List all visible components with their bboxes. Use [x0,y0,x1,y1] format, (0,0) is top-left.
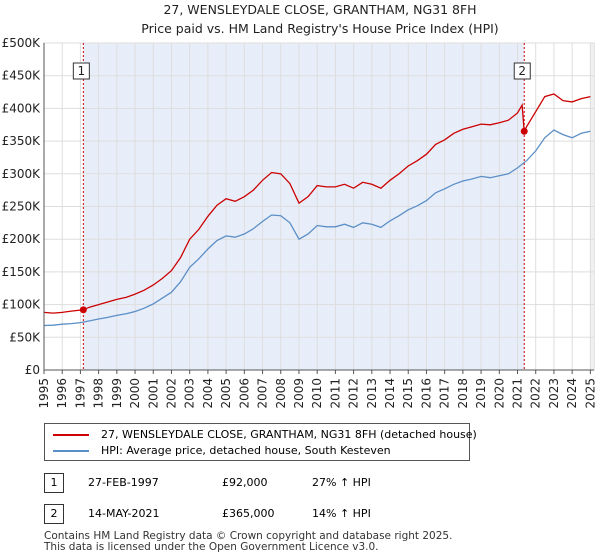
x-tick-label: 2013 [365,378,379,409]
x-tick-label: 2010 [310,378,324,409]
x-tick-label: 2017 [438,378,452,409]
footer-copyright: Contains HM Land Registry data © Crown c… [44,530,453,542]
y-tick-label: £400K [2,101,42,115]
x-tick-label: 2001 [146,378,160,409]
x-tick-label: 2019 [474,378,488,409]
sale-date: 14-MAY-2021 [88,507,160,520]
x-tick-label: 1997 [73,378,87,409]
x-tick-label: 1998 [92,378,106,409]
x-tick-label: 2002 [164,378,178,409]
x-tick-label: 2008 [274,378,288,409]
y-tick-label: £350K [2,134,42,148]
y-tick-label: £150K [2,265,42,279]
chart-subtitle: Price paid vs. HM Land Registry's House … [141,21,498,36]
footer: Contains HM Land Registry data © Crown c… [44,531,452,553]
x-tick-label: 2018 [456,378,470,409]
sale-marker-box [513,62,531,80]
chart-title: 27, WENSLEYDALE CLOSE, GRANTHAM, NG31 8F… [163,2,476,17]
x-tick-label: 2024 [565,378,579,409]
x-tick-label: 2016 [419,378,433,409]
y-tick-label: £500K [2,36,42,50]
x-tick-label: 2021 [511,378,525,409]
x-tick-label: 2015 [401,378,415,409]
sale-marker-box [72,62,90,80]
x-tick-label: 2004 [201,378,215,409]
sale-price: £365,000 [222,507,275,520]
sale-number-badge: 1 [44,473,64,493]
y-tick-label: £50K [9,330,41,344]
sale-marker-label: 1 [78,64,86,78]
y-tick-label: £250K [2,200,42,214]
x-tick-label: 2012 [347,378,361,409]
x-tick-label: 2006 [237,378,251,409]
sale-point [520,127,528,135]
legend: 27, WENSLEYDALE CLOSE, GRANTHAM, NG31 8F… [44,423,477,461]
legend-swatch-property [53,434,89,436]
x-tick-label: 2022 [529,378,543,409]
sale-hpi-change: 14% ↑ HPI [312,507,371,520]
y-tick-label: £200K [2,232,42,246]
x-tick-label: 2005 [219,378,233,409]
footer-license: This data is licensed under the Open Gov… [44,541,379,553]
x-tick-label: 2003 [183,378,197,409]
x-tick-label: 2007 [256,378,270,409]
sale-price: £92,000 [222,476,268,489]
x-tick-label: 2023 [547,378,561,409]
property-price-line [43,93,591,314]
x-tick-label: 2011 [328,378,342,409]
x-tick-label: 2014 [383,378,397,409]
x-tick-label: 2000 [128,378,142,409]
hpi-line [43,129,591,327]
sale-hpi-change: 27% ↑ HPI [312,476,371,489]
legend-label-hpi: HPI: Average price, detached house, Sout… [101,444,391,457]
sale-point [79,306,87,314]
y-tick-label: £100K [2,298,42,312]
sale-date: 27-FEB-1997 [88,476,159,489]
sale-marker-label: 2 [518,64,526,78]
sale-number-badge: 2 [44,504,64,524]
legend-swatch-hpi [53,450,89,452]
legend-label-property: 27, WENSLEYDALE CLOSE, GRANTHAM, NG31 8F… [101,428,477,441]
x-tick-label: 2020 [492,378,506,409]
y-tick-label: £0 [25,363,40,377]
x-tick-label: 1995 [37,378,51,409]
x-tick-label: 2009 [292,378,306,409]
x-tick-label: 1996 [55,378,69,409]
x-tick-label: 1999 [110,378,124,409]
y-tick-label: £450K [2,69,42,83]
chart: 27, WENSLEYDALE CLOSE, GRANTHAM, NG31 8F… [2,2,598,409]
y-tick-label: £300K [2,167,42,181]
x-tick-label: 2025 [583,378,597,409]
